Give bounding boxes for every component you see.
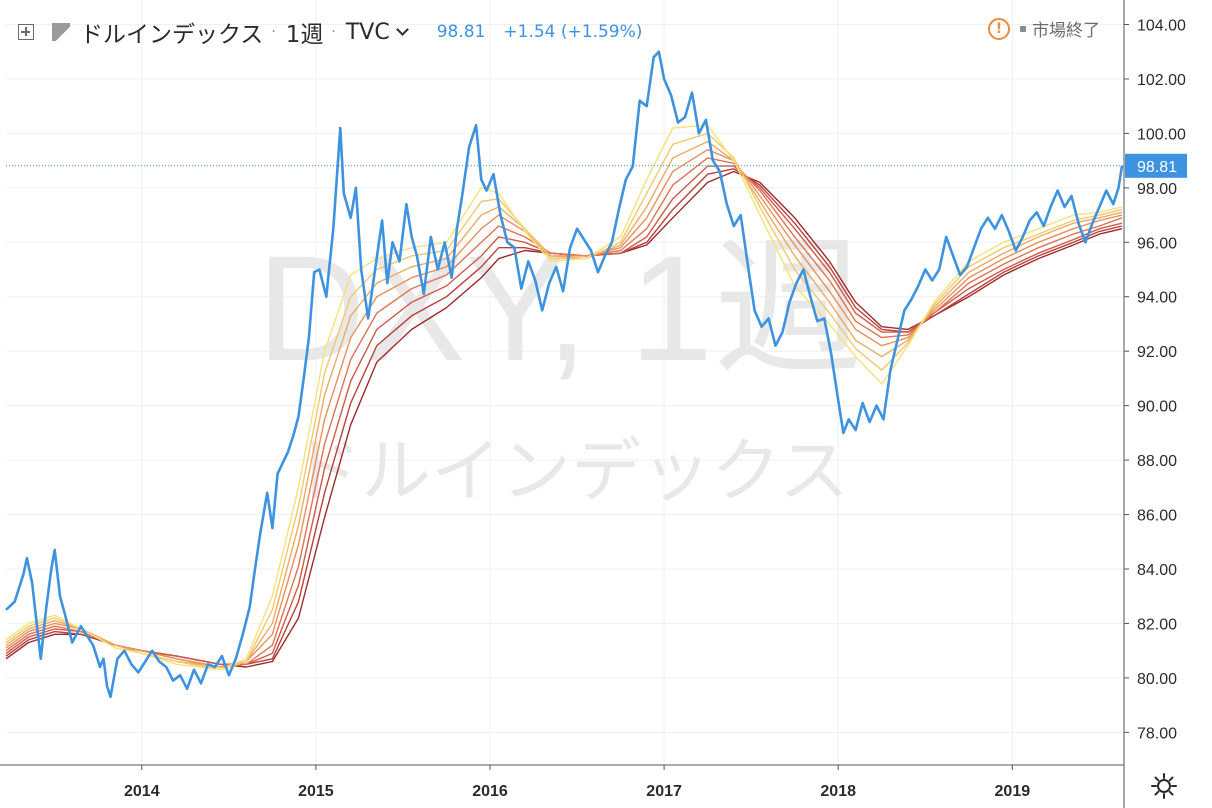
separator: · xyxy=(331,24,336,40)
price-tick-label: 82.00 xyxy=(1137,616,1177,633)
last-price: 98.81 xyxy=(436,22,486,42)
grid-layer xyxy=(6,0,1122,765)
ma-series-line xyxy=(5,140,1123,668)
last-price-label-bg xyxy=(1125,153,1187,178)
symbol-name[interactable]: ドルインデックス xyxy=(80,22,264,48)
legend-header: ドルインデックス · 1週 · TVC 98.81 +1.54 (+1.59%)… xyxy=(0,0,1122,64)
time-tick-label: 2015 xyxy=(298,783,334,800)
price-tick-label: 96.00 xyxy=(1137,235,1177,252)
price-tick-label: 78.00 xyxy=(1137,725,1177,742)
price-change: +1.54 (+1.59%) xyxy=(503,22,643,42)
last-price-label: 98.81 xyxy=(1137,159,1177,176)
price-tick-label: 90.00 xyxy=(1137,399,1177,416)
series-layer xyxy=(5,50,1124,699)
ma-series-line xyxy=(5,124,1123,671)
price-tick-label: 86.00 xyxy=(1137,508,1177,525)
price-tick-label: 88.00 xyxy=(1137,453,1177,470)
price-tick-label: 92.00 xyxy=(1137,344,1177,361)
watermark-line1: DXY, 1週 xyxy=(257,224,863,392)
expand-icon[interactable] xyxy=(18,24,34,40)
last-price-layer: 98.81 xyxy=(6,153,1187,178)
price-tick-label: 104.00 xyxy=(1137,18,1186,35)
exchange-label[interactable]: TVC xyxy=(345,19,390,45)
time-tick-label: 2018 xyxy=(820,783,856,800)
warning-icon[interactable]: ! xyxy=(988,17,1010,40)
ma-series-line xyxy=(5,132,1123,671)
separator: · xyxy=(271,24,276,40)
price-tick-label: 94.00 xyxy=(1137,290,1177,307)
chevron-down-icon[interactable] xyxy=(395,22,409,36)
price-tick-label: 80.00 xyxy=(1137,671,1177,688)
time-tick-label: 2019 xyxy=(995,783,1031,800)
flag-icon[interactable] xyxy=(52,23,70,41)
time-tick-label: 2014 xyxy=(124,783,160,800)
watermark-line2: ドルインデックス xyxy=(291,430,849,512)
market-status[interactable]: ! 市場終了 xyxy=(988,16,1100,41)
market-status-text: 市場終了 xyxy=(1032,21,1100,41)
watermark: DXY, 1週 ドルインデックス xyxy=(257,224,863,512)
time-tick-label: 2016 xyxy=(472,783,508,800)
price-series-line xyxy=(5,50,1124,699)
interval-label[interactable]: 1週 xyxy=(285,22,324,48)
status-dot-icon xyxy=(1020,25,1026,32)
price-tick-label: 84.00 xyxy=(1137,562,1177,579)
price-tick-label: 98.00 xyxy=(1137,181,1177,198)
settings-icon[interactable] xyxy=(1150,772,1178,800)
price-tick-label: 102.00 xyxy=(1137,72,1186,89)
axis-layer: 104.00 102.00 100.00 98.00 96.00 94.00 92.00 90… xyxy=(0,0,1186,808)
legend-row: ドルインデックス · 1週 · TVC 98.81 +1.54 (+1.59%) xyxy=(18,14,642,50)
price-tick-label: 100.00 xyxy=(1137,126,1186,143)
time-tick-label: 2017 xyxy=(646,783,682,800)
